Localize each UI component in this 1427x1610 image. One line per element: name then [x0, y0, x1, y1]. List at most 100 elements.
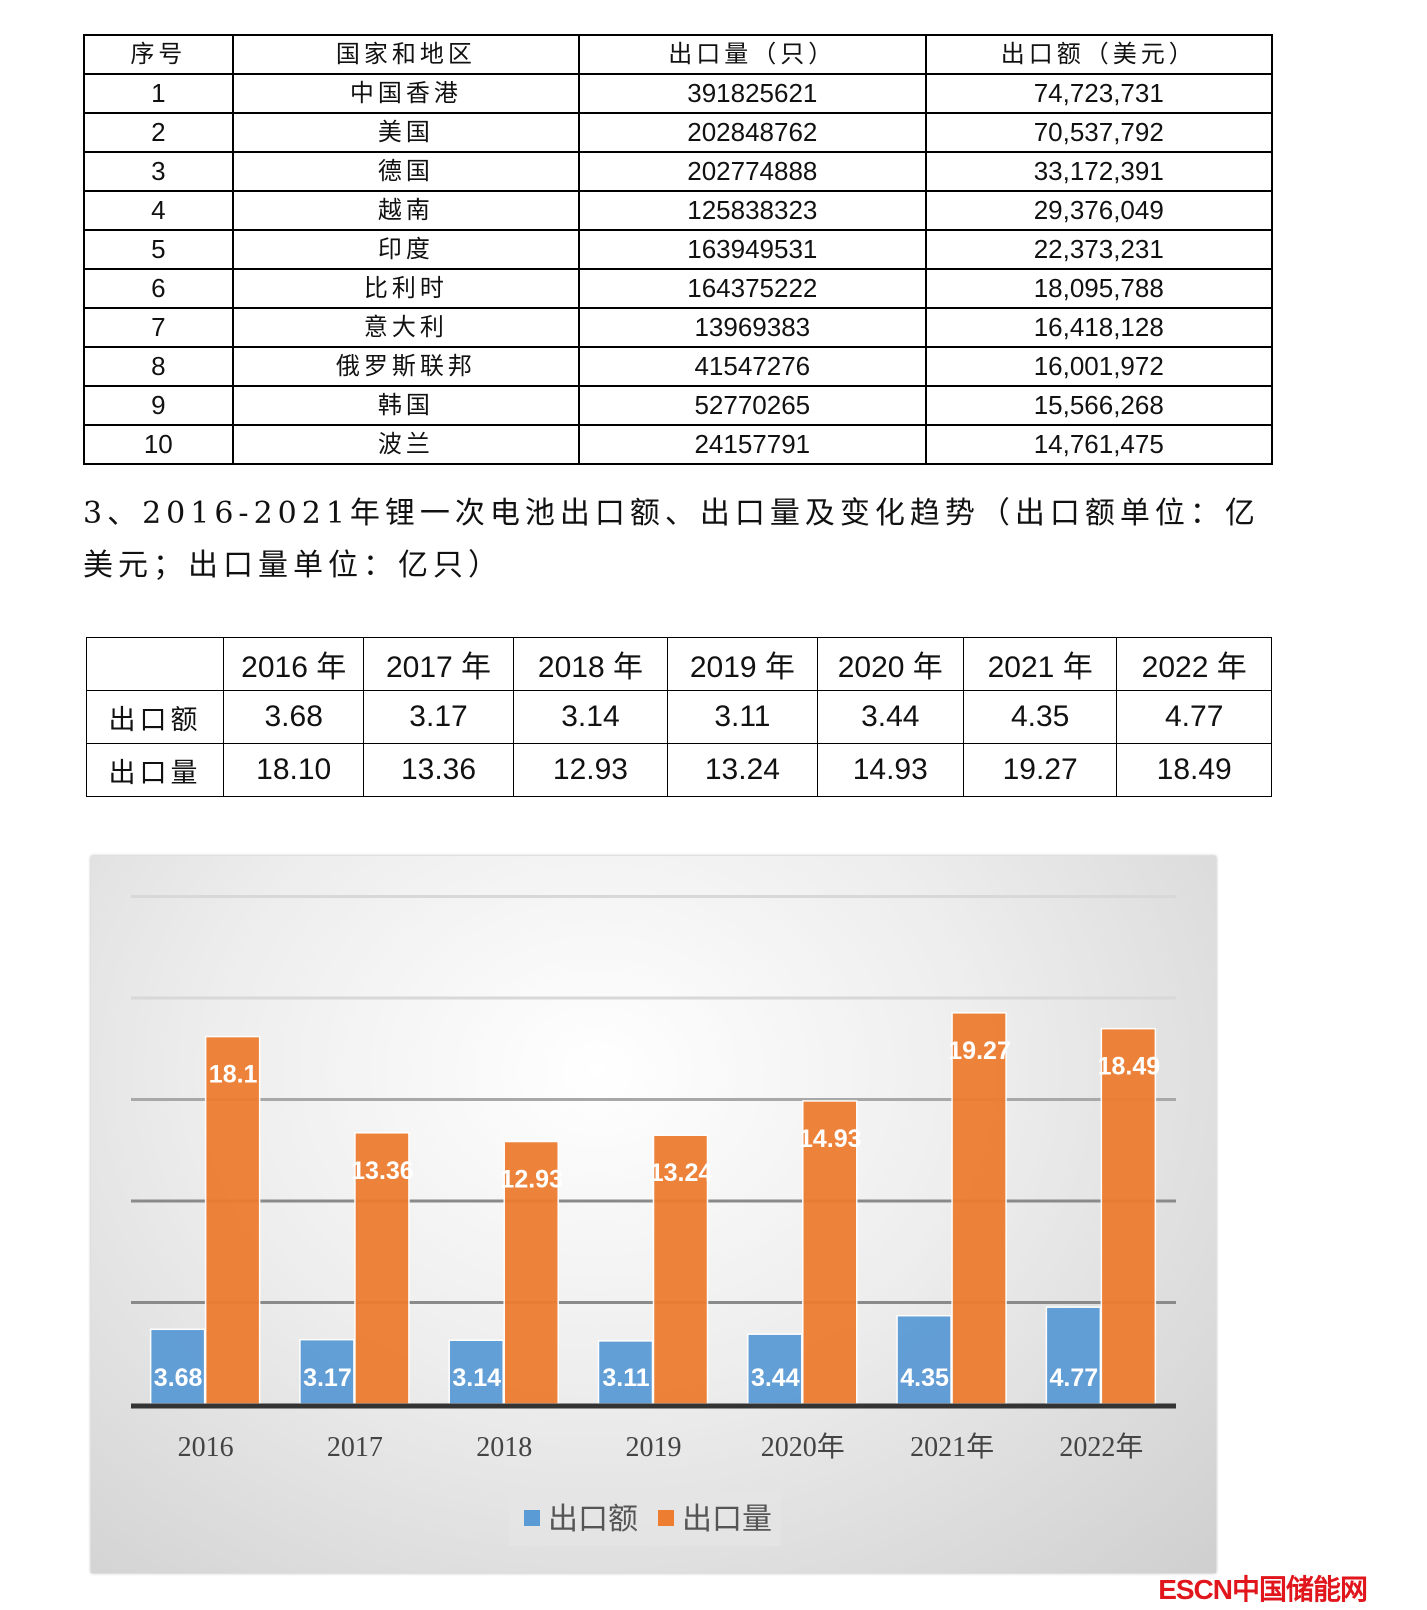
- x-tick-label: 2018: [476, 1432, 532, 1463]
- header-cell: 国家和地区: [231, 34, 581, 75]
- legend-box: [509, 1490, 781, 1546]
- x-tick-label: 2020年: [761, 1431, 845, 1463]
- bar-export-volume: [503, 1140, 559, 1405]
- table-row: 7 意大利 13969383 16,418,128: [83, 307, 1274, 348]
- header-cell: 2022 年: [1116, 637, 1272, 691]
- table-cell: 125838323: [578, 190, 927, 231]
- table-row: 9 韩国 52770265 15,566,268: [83, 385, 1274, 426]
- table-cell: 33,172,391: [924, 151, 1274, 192]
- table-cell: 19.27: [962, 743, 1118, 797]
- bar-export-volume: [204, 1035, 261, 1405]
- table-row: 2 美国 202848762 70,537,792: [83, 112, 1274, 153]
- legend-swatch: [524, 1510, 540, 1526]
- yearly-export-table: 2016 年 2017 年 2018 年 2019 年 2020 年 2021 年 2022…: [85, 637, 1272, 797]
- table-cell: 164375222: [578, 268, 927, 309]
- table-cell: 韩国: [231, 385, 581, 426]
- table-cell: 6: [83, 268, 234, 309]
- table-cell: 22,373,231: [924, 229, 1274, 270]
- bar-export-value: [597, 1340, 654, 1405]
- table-cell: 5: [83, 229, 234, 270]
- table-cell: 7: [83, 307, 234, 348]
- table-row: 10 波兰 24157791 14,761,475: [83, 424, 1274, 465]
- data-label: 14.93: [799, 1125, 862, 1153]
- header-cell: 2021 年: [962, 637, 1118, 691]
- data-label: 4.35: [900, 1364, 949, 1392]
- table-cell: 13.24: [667, 743, 818, 797]
- table-cell: 52770265: [578, 385, 927, 426]
- data-label: 3.11: [602, 1364, 649, 1392]
- bar-export-value: [896, 1314, 952, 1405]
- header-cell: 序号: [83, 34, 234, 75]
- table-cell: 15,566,268: [924, 385, 1274, 426]
- legend-label: 出口量: [682, 1502, 772, 1537]
- data-label: 13.24: [650, 1159, 713, 1187]
- x-tick-label: 2016: [178, 1432, 234, 1463]
- table-cell: 12.93: [512, 743, 669, 797]
- header-cell: [85, 637, 225, 691]
- table-cell: 202774888: [578, 151, 927, 192]
- table-cell: 3.68: [223, 690, 365, 744]
- table-row: 3 德国 202774888 33,172,391: [83, 151, 1274, 192]
- data-label: 3.68: [154, 1364, 203, 1392]
- bar-export-volume: [1100, 1027, 1157, 1405]
- header-cell: 2016 年: [223, 637, 365, 691]
- table-cell: 18.10: [223, 743, 365, 797]
- escn-logo: ESCN中国储能网: [1158, 1574, 1368, 1605]
- legend-swatch: [658, 1510, 674, 1526]
- table-cell: 出口额: [85, 690, 225, 744]
- data-label: 18.1: [209, 1061, 258, 1089]
- table-cell: 德国: [231, 151, 581, 192]
- section-heading: 3、2016-2021年锂一次电池出口额、出口量及变化趋势（出口额单位：亿美元；…: [83, 496, 1260, 583]
- table-cell: 印度: [231, 229, 581, 270]
- header-cell: 2018 年: [512, 637, 669, 691]
- x-tick-label: 2019: [626, 1432, 682, 1463]
- table-cell: 14.93: [816, 743, 964, 797]
- x-tick-label: 2017: [327, 1432, 383, 1463]
- table-cell: 8: [83, 346, 234, 387]
- x-tick-label: 2022年: [1059, 1431, 1143, 1463]
- data-label: 18.49: [1098, 1053, 1161, 1081]
- table-cell: 4: [83, 190, 234, 231]
- table-cell: 10: [83, 424, 234, 465]
- table-cell: 29,376,049: [924, 190, 1274, 231]
- bar-export-volume: [951, 1012, 1007, 1405]
- header-cell: 2017 年: [363, 637, 514, 691]
- table-row: 1 中国香港 391825621 74,723,731: [83, 73, 1274, 114]
- header-cell: 出口额（美元）: [924, 34, 1274, 75]
- table-cell: 3.44: [816, 690, 964, 744]
- table-cell: 18.49: [1116, 743, 1272, 797]
- header-cell: 出口量（只）: [578, 34, 927, 75]
- table-row: 8 俄罗斯联邦 41547276 16,001,972: [83, 346, 1274, 387]
- table-cell: 1: [83, 73, 234, 114]
- header-cell: 2019 年: [667, 637, 818, 691]
- table-row: 出口额 3.68 3.17 3.14 3.11 3.44 4.35 4.77: [85, 690, 1272, 744]
- bar-export-volume: [354, 1132, 410, 1405]
- table-cell: 越南: [231, 190, 581, 231]
- header-row: 2016 年 2017 年 2018 年 2019 年 2020 年 2021 年 2022…: [85, 637, 1272, 691]
- table-cell: 70,537,792: [924, 112, 1274, 153]
- table-cell: 163949531: [578, 229, 927, 270]
- table-cell: 3.17: [363, 690, 514, 744]
- table-cell: 出口量: [85, 743, 225, 797]
- bar-export-value: [149, 1328, 206, 1405]
- bar-export-value: [448, 1339, 504, 1405]
- header-cell: 2020 年: [816, 637, 964, 691]
- table-row: 5 印度 163949531 22,373,231: [83, 229, 1274, 270]
- bar-export-value: [1045, 1306, 1102, 1405]
- header-row: 序号 国家和地区 出口量（只） 出口额（美元）: [83, 34, 1274, 75]
- data-label: 3.14: [452, 1364, 501, 1392]
- table-cell: 意大利: [231, 307, 581, 348]
- bar-export-volume: [802, 1100, 858, 1405]
- table-row: 6 比利时 164375222 18,095,788: [83, 268, 1274, 309]
- table-cell: 13969383: [578, 307, 927, 348]
- chart-svg: 3.68 18.1 2016 3.17 13.36 2017 3.14 12.93 2018 3.…: [131, 895, 1176, 1546]
- bar-export-value: [747, 1333, 803, 1405]
- country-export-table: 序号 国家和地区 出口量（只） 出口额（美元） 1 中国香港 391825621 74,723…: [83, 34, 1274, 465]
- table-cell: 202848762: [578, 112, 927, 153]
- data-label: 3.17: [303, 1364, 352, 1392]
- data-label: 4.77: [1050, 1364, 1099, 1392]
- table-cell: 16,001,972: [924, 346, 1274, 387]
- table-cell: 3.14: [512, 690, 669, 744]
- table-cell: 13.36: [363, 743, 514, 797]
- bar-export-volume: [652, 1134, 709, 1405]
